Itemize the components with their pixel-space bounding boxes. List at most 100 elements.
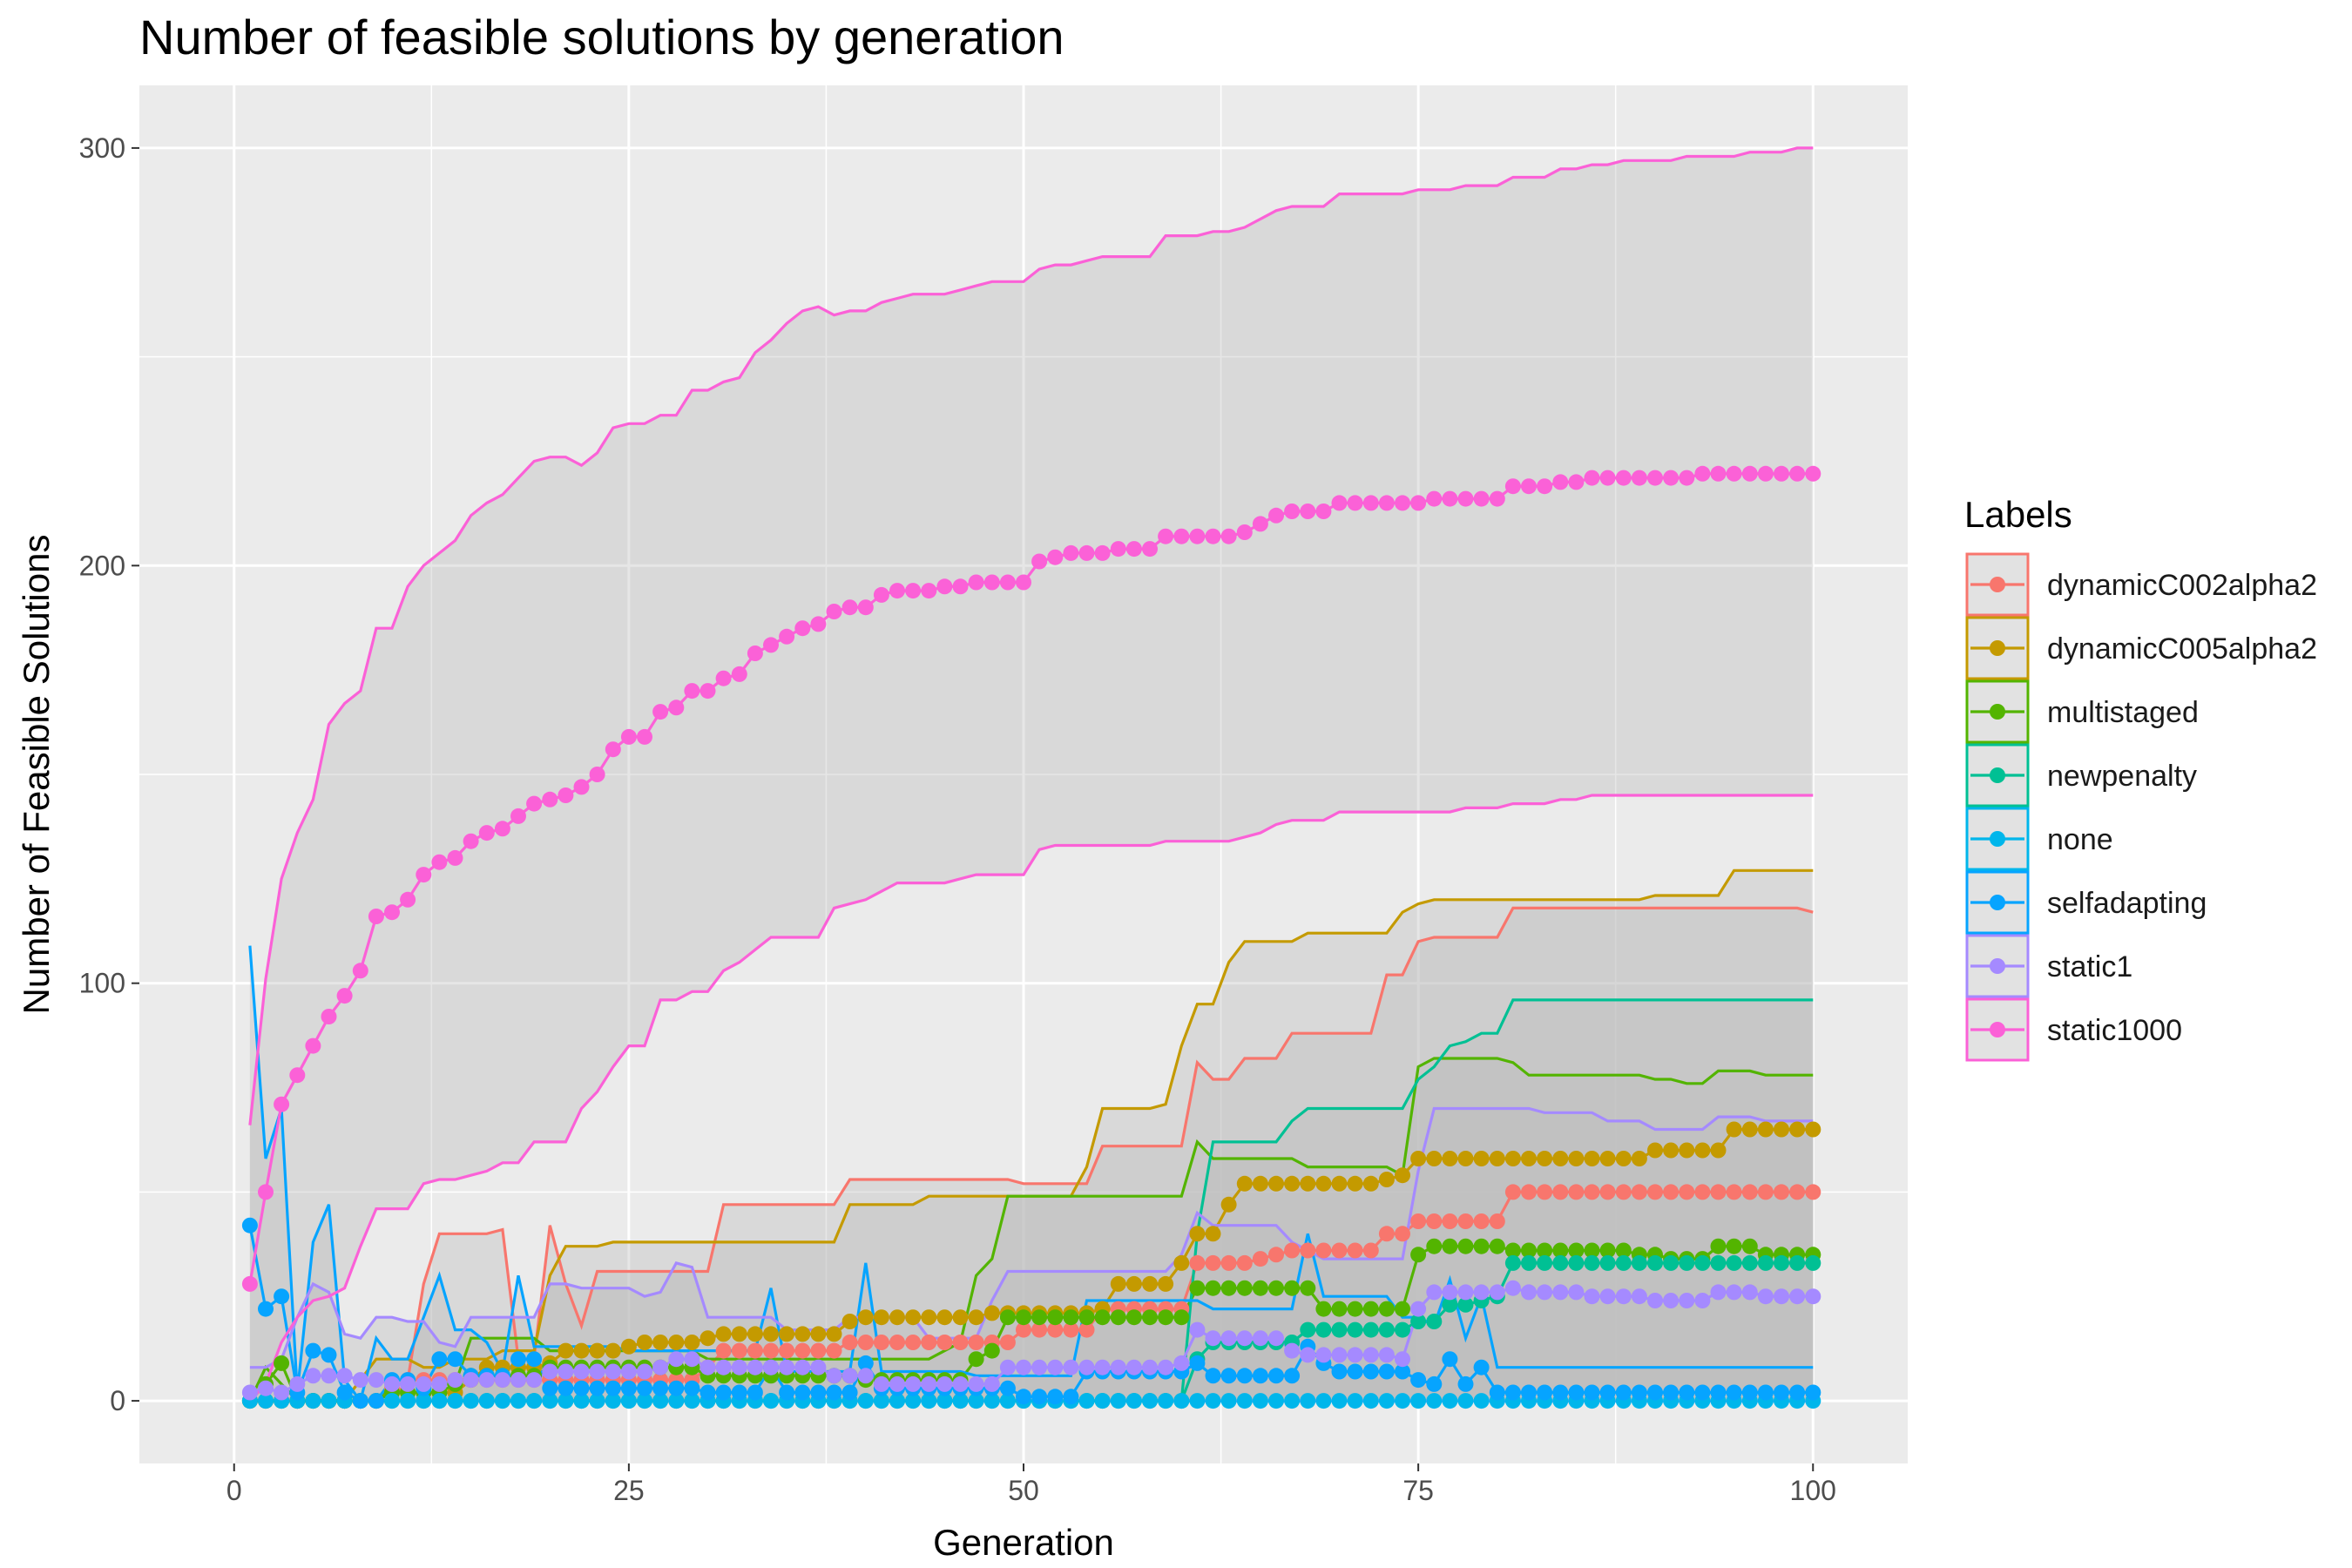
point-multistaged bbox=[1078, 1309, 1095, 1326]
point-static1000 bbox=[905, 583, 922, 599]
point-newpenalty bbox=[1378, 1321, 1395, 1338]
point-selfadapting bbox=[857, 1355, 874, 1371]
point-selfadapting bbox=[1726, 1384, 1742, 1401]
point-static1000 bbox=[1457, 490, 1474, 507]
point-dynamicc005alpha2 bbox=[668, 1335, 685, 1350]
point-newpenalty bbox=[1521, 1254, 1537, 1271]
point-dynamicc005alpha2 bbox=[889, 1309, 905, 1326]
point-dynamicc005alpha2 bbox=[921, 1309, 937, 1326]
point-selfadapting bbox=[841, 1384, 858, 1401]
point-dynamicc002alpha2 bbox=[1663, 1184, 1680, 1200]
point-dynamicc002alpha2 bbox=[1584, 1184, 1600, 1200]
point-static1000 bbox=[321, 1009, 337, 1024]
upper-line-selfadapting bbox=[248, 945, 1814, 1404]
point-multistaged bbox=[1504, 1242, 1521, 1259]
point-static1000 bbox=[700, 683, 716, 700]
point-dynamicc002alpha2 bbox=[1236, 1254, 1253, 1271]
point-multistaged bbox=[1031, 1309, 1048, 1326]
legend-item-newpenalty: newpenalty bbox=[1965, 743, 2197, 808]
point-static1 bbox=[652, 1359, 669, 1375]
point-static1000 bbox=[779, 628, 795, 645]
point-static1 bbox=[1805, 1288, 1821, 1305]
point-static1000 bbox=[241, 1275, 258, 1292]
point-static1000 bbox=[1063, 544, 1079, 561]
point-static1000 bbox=[336, 988, 353, 1004]
upper-line-static1000 bbox=[248, 146, 1814, 1125]
point-static1000 bbox=[352, 963, 368, 979]
point-selfadapting bbox=[1741, 1384, 1758, 1401]
point-dynamicc002alpha2 bbox=[1757, 1184, 1774, 1200]
point-none bbox=[921, 1393, 937, 1409]
mean-line-selfadapting bbox=[248, 1225, 1814, 1402]
point-static1000 bbox=[715, 670, 732, 686]
point-dynamicc005alpha2 bbox=[810, 1326, 827, 1342]
point-dynamicc005alpha2 bbox=[573, 1342, 590, 1359]
point-dynamicc002alpha2 bbox=[936, 1335, 953, 1350]
point-selfadapting bbox=[1663, 1384, 1680, 1401]
point-static1000 bbox=[983, 574, 1000, 591]
point-selfadapting bbox=[258, 1301, 274, 1317]
point-multistaged bbox=[999, 1309, 1016, 1326]
point-dynamicc005alpha2 bbox=[1537, 1151, 1553, 1166]
point-none bbox=[1395, 1393, 1410, 1409]
point-selfadapting bbox=[305, 1342, 321, 1359]
point-static1 bbox=[1741, 1284, 1758, 1301]
legend-key-point bbox=[1990, 831, 2005, 847]
point-dynamicc002alpha2 bbox=[1710, 1184, 1727, 1200]
point-multistaged bbox=[1142, 1309, 1158, 1326]
point-static1 bbox=[873, 1375, 889, 1392]
point-static1000 bbox=[1395, 495, 1410, 511]
point-static1000 bbox=[1489, 490, 1505, 507]
point-dynamicc005alpha2 bbox=[1331, 1175, 1348, 1192]
legend-key-point bbox=[1990, 704, 2005, 720]
point-static1000 bbox=[747, 645, 763, 661]
point-static1 bbox=[274, 1384, 290, 1401]
ribbon-static1000 bbox=[249, 147, 1814, 1402]
point-none bbox=[494, 1393, 510, 1409]
point-none bbox=[905, 1393, 922, 1409]
point-static1 bbox=[1599, 1288, 1616, 1305]
point-dynamicc002alpha2 bbox=[921, 1335, 937, 1350]
point-static1 bbox=[1679, 1293, 1695, 1308]
point-dynamicc002alpha2 bbox=[1647, 1184, 1663, 1200]
y-tick-label: 200 bbox=[79, 550, 125, 581]
point-static1000 bbox=[763, 637, 779, 653]
point-selfadapting bbox=[321, 1347, 337, 1363]
point-multistaged bbox=[1110, 1309, 1126, 1326]
point-static1000 bbox=[1094, 544, 1111, 561]
point-dynamicc002alpha2 bbox=[1726, 1184, 1742, 1200]
point-static1 bbox=[478, 1372, 495, 1389]
series-points bbox=[241, 465, 1821, 1409]
point-newpenalty bbox=[1347, 1321, 1363, 1338]
point-static1000 bbox=[1236, 524, 1253, 540]
point-static1000 bbox=[921, 583, 937, 599]
point-dynamicc002alpha2 bbox=[1252, 1251, 1268, 1267]
point-dynamicc005alpha2 bbox=[1599, 1151, 1616, 1166]
point-static1 bbox=[857, 1368, 874, 1384]
point-static1000 bbox=[1142, 541, 1158, 558]
point-dynamicc005alpha2 bbox=[1442, 1151, 1458, 1166]
point-dynamicc005alpha2 bbox=[1741, 1121, 1758, 1138]
legend-key-point bbox=[1990, 958, 2005, 974]
point-static1 bbox=[431, 1375, 448, 1392]
point-static1 bbox=[1774, 1288, 1789, 1305]
point-static1000 bbox=[1726, 465, 1742, 482]
point-newpenalty bbox=[1300, 1321, 1316, 1338]
point-none bbox=[763, 1393, 779, 1409]
point-dynamicc005alpha2 bbox=[1473, 1151, 1490, 1166]
ribbon-newpenalty bbox=[249, 999, 1814, 1402]
axes: 0 25 50 75 100 0 100 200 300 bbox=[79, 132, 1836, 1506]
point-dynamicc005alpha2 bbox=[652, 1335, 669, 1350]
x-tick-label: 50 bbox=[1008, 1475, 1039, 1506]
point-dynamicc002alpha2 bbox=[1631, 1184, 1647, 1200]
point-multistaged bbox=[1158, 1309, 1174, 1326]
point-newpenalty bbox=[1757, 1254, 1774, 1271]
point-dynamicc002alpha2 bbox=[1442, 1213, 1458, 1229]
point-dynamicc002alpha2 bbox=[826, 1342, 842, 1359]
point-static1000 bbox=[1315, 504, 1332, 519]
point-dynamicc002alpha2 bbox=[999, 1335, 1016, 1350]
point-selfadapting bbox=[1063, 1389, 1079, 1405]
point-selfadapting bbox=[1521, 1384, 1537, 1401]
point-dynamicc005alpha2 bbox=[1710, 1142, 1727, 1159]
point-static1 bbox=[1347, 1347, 1363, 1363]
